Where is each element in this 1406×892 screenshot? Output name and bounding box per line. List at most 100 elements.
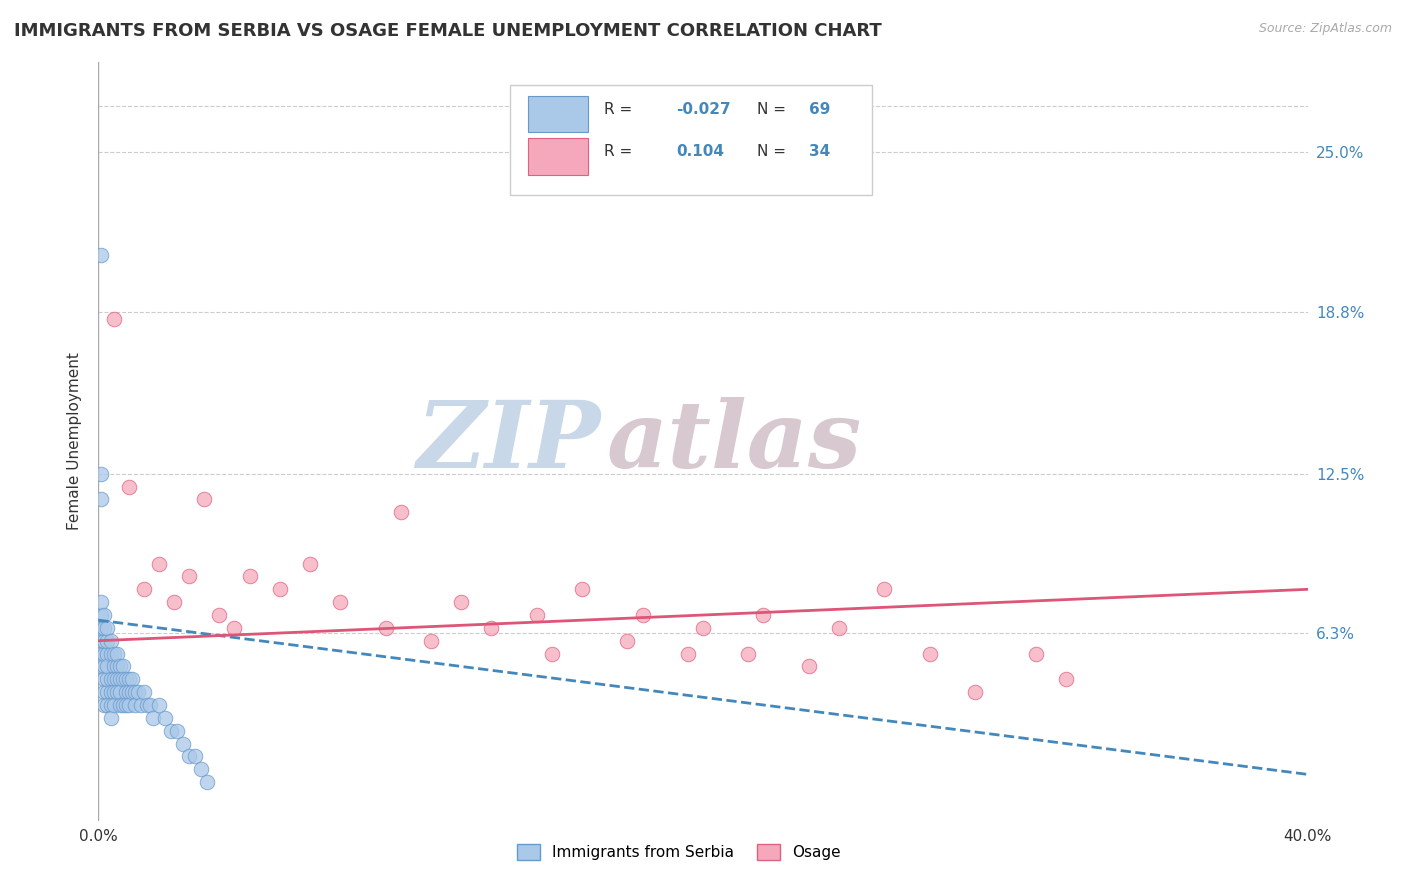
Text: -0.027: -0.027: [676, 102, 731, 117]
Point: [526, 607, 548, 622]
Text: R =: R =: [603, 145, 643, 160]
Point: [111, 659, 134, 673]
Point: [184, 749, 207, 764]
Y-axis label: Female Unemployment: Female Unemployment: [67, 352, 83, 531]
Point: [172, 737, 194, 751]
Text: ZIP: ZIP: [416, 397, 600, 486]
Point: [105, 685, 128, 699]
Point: [103, 685, 125, 699]
Point: [105, 673, 128, 687]
Point: [93, 685, 115, 699]
Point: [166, 723, 188, 738]
Point: [103, 698, 125, 712]
Point: [631, 607, 654, 622]
Text: Source: ZipAtlas.com: Source: ZipAtlas.com: [1258, 22, 1392, 36]
Point: [160, 723, 183, 738]
Point: [190, 762, 212, 776]
Point: [93, 673, 115, 687]
Point: [114, 685, 136, 699]
Point: [90, 621, 112, 635]
Point: [179, 569, 201, 583]
Point: [873, 582, 896, 597]
Point: [93, 659, 115, 673]
Point: [142, 711, 165, 725]
Point: [132, 582, 155, 597]
Point: [224, 621, 246, 635]
Point: [90, 492, 112, 507]
Point: [129, 698, 152, 712]
Point: [111, 673, 134, 687]
Point: [1024, 647, 1046, 661]
Text: atlas: atlas: [606, 397, 862, 486]
Point: [239, 569, 262, 583]
Point: [148, 698, 170, 712]
Point: [193, 492, 215, 507]
Point: [616, 633, 638, 648]
Point: [163, 595, 186, 609]
Point: [108, 673, 131, 687]
Point: [103, 312, 125, 326]
Point: [208, 607, 231, 622]
Point: [481, 621, 503, 635]
FancyBboxPatch shape: [527, 95, 588, 132]
Point: [90, 647, 112, 661]
Point: [118, 698, 141, 712]
Point: [90, 647, 112, 661]
Point: [153, 711, 176, 725]
Point: [93, 621, 115, 635]
Point: [692, 621, 714, 635]
Point: [103, 647, 125, 661]
Point: [329, 595, 352, 609]
Point: [571, 582, 593, 597]
Point: [96, 685, 118, 699]
Point: [96, 621, 118, 635]
Legend: Immigrants from Serbia, Osage: Immigrants from Serbia, Osage: [510, 838, 846, 866]
Point: [100, 647, 122, 661]
Text: 34: 34: [810, 145, 831, 160]
Point: [103, 659, 125, 673]
Point: [90, 659, 112, 673]
Point: [299, 557, 322, 571]
Point: [111, 698, 134, 712]
Point: [90, 633, 112, 648]
Text: R =: R =: [603, 102, 637, 117]
Point: [90, 248, 112, 262]
Point: [90, 595, 112, 609]
Point: [105, 647, 128, 661]
Point: [450, 595, 472, 609]
Point: [100, 698, 122, 712]
Point: [374, 621, 396, 635]
Point: [90, 607, 112, 622]
Point: [195, 775, 218, 789]
Text: N =: N =: [758, 145, 792, 160]
Point: [93, 633, 115, 648]
Text: 0.104: 0.104: [676, 145, 724, 160]
Point: [127, 685, 149, 699]
Point: [96, 633, 118, 648]
Point: [797, 659, 820, 673]
Point: [1054, 673, 1077, 687]
Point: [121, 673, 143, 687]
Point: [676, 647, 699, 661]
Point: [420, 633, 443, 648]
Point: [135, 698, 157, 712]
Point: [100, 685, 122, 699]
Point: [93, 698, 115, 712]
Text: N =: N =: [758, 102, 792, 117]
Point: [389, 505, 412, 519]
FancyBboxPatch shape: [509, 85, 872, 195]
Point: [118, 685, 141, 699]
Point: [108, 698, 131, 712]
Point: [752, 607, 775, 622]
Point: [105, 659, 128, 673]
Point: [90, 467, 112, 481]
Point: [103, 673, 125, 687]
Point: [93, 647, 115, 661]
Point: [118, 673, 141, 687]
Point: [124, 685, 146, 699]
Point: [114, 698, 136, 712]
Point: [96, 647, 118, 661]
Point: [108, 685, 131, 699]
Point: [965, 685, 987, 699]
Point: [918, 647, 941, 661]
